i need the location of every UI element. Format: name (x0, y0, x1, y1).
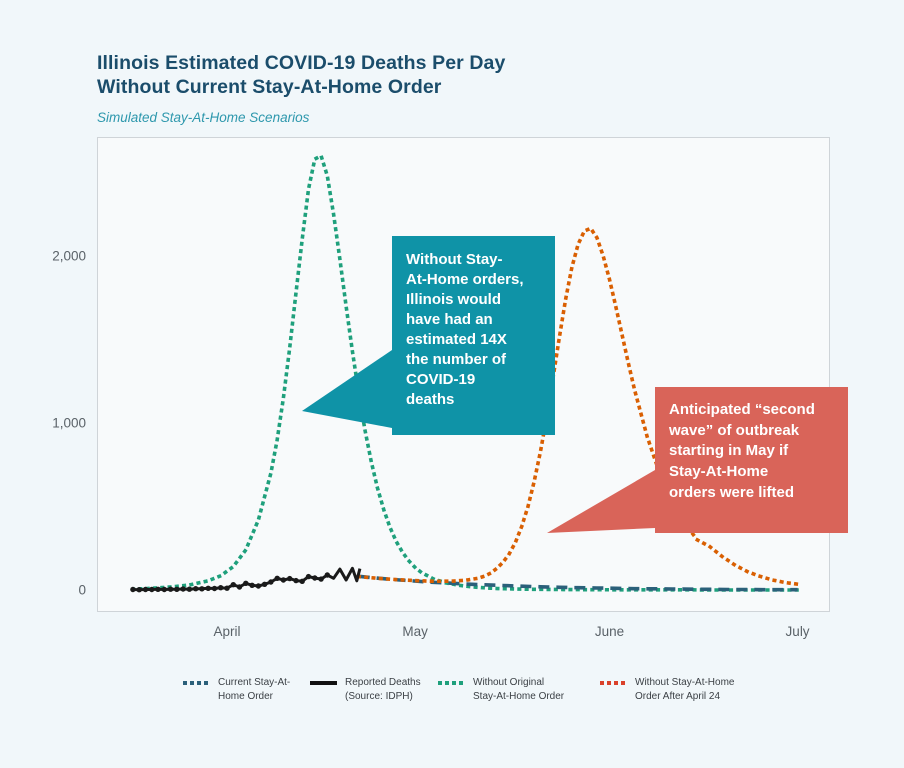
chart-legend: Current Stay-At- Home Order Reported Deat… (0, 676, 904, 716)
callout-without-orders: Without Stay- At-Home orders, Illinois w… (392, 236, 555, 435)
callout-second-wave: Anticipated “second wave” of outbreak st… (655, 387, 848, 533)
legend-item-reported-deaths: Reported Deaths (Source: IDPH) (310, 676, 421, 703)
legend-label: Without Stay-At-Home Order After April 2… (635, 677, 735, 702)
y-axis-tick-label: 0 (78, 582, 86, 598)
legend-label: Without Original Stay-At-Home Order (473, 677, 565, 702)
x-axis-tick-label: April (213, 624, 241, 639)
x-axis-tick-label: July (785, 624, 810, 639)
legend-swatch (600, 681, 627, 685)
legend-item-without-original: Without Original Stay-At-Home Order (438, 676, 564, 703)
page-subtitle: Simulated Stay-At-Home Scenarios (97, 110, 310, 125)
legend-swatch (438, 681, 465, 685)
legend-swatch (183, 681, 210, 685)
x-axis-tick-label: June (594, 624, 625, 639)
x-axis-tick-label: May (402, 624, 428, 639)
y-axis-tick-label: 2,000 (52, 248, 86, 264)
page-title: Illinois Estimated COVID-19 Deaths Per D… (97, 52, 506, 98)
legend-swatch (310, 681, 337, 685)
legend-label: Reported Deaths (Source: IDPH) (345, 677, 421, 702)
y-axis-tick-label: 1,000 (52, 415, 86, 431)
legend-label: Current Stay-At- Home Order (218, 677, 291, 702)
legend-item-current-stay-at: Current Stay-At- Home Order (183, 676, 290, 703)
legend-item-without-stay-at-home: Without Stay-At-Home Order After April 2… (600, 676, 734, 703)
